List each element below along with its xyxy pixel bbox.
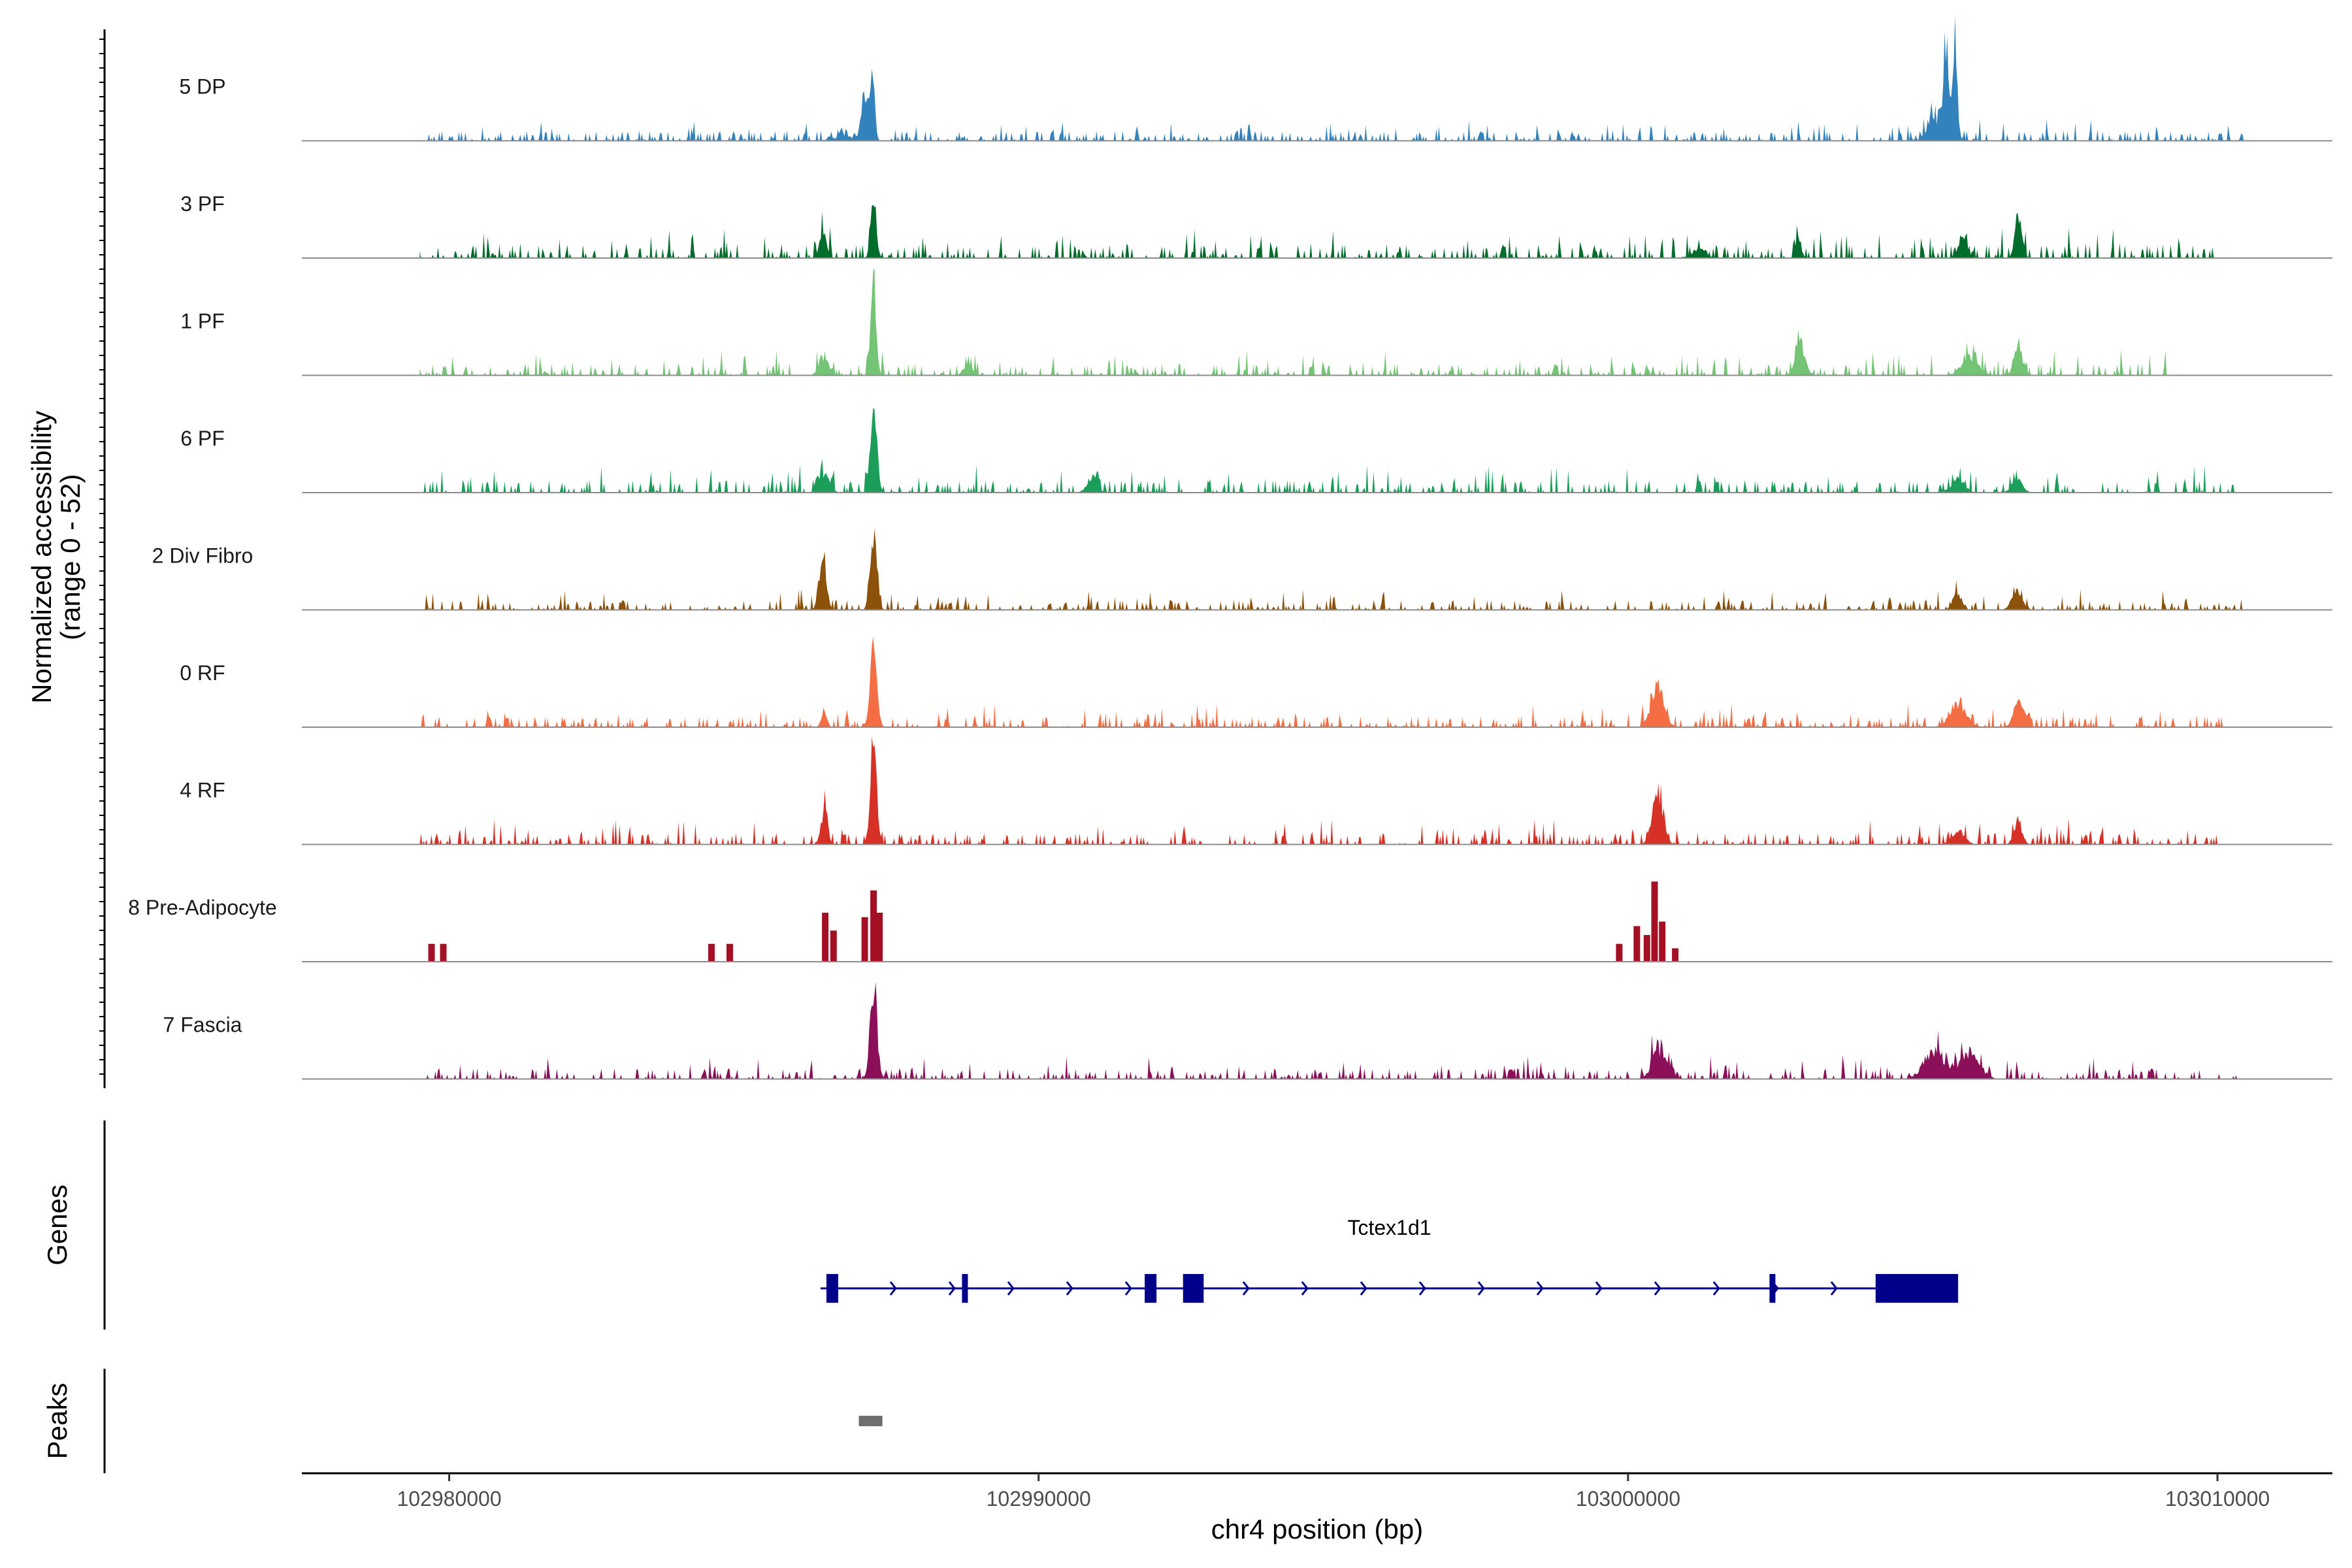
strand-arrow [889,1281,897,1296]
strand-arrow [1418,1281,1426,1296]
y-axis-title-line: Normalized accessibility [26,411,57,704]
coverage-area [419,204,2218,258]
exon [1183,1274,1204,1303]
coverage-area [419,528,2247,610]
coverage-bar [870,890,877,962]
exon [1769,1274,1776,1303]
x-tick-label: 102990000 [987,1487,1091,1511]
strand-arrow [948,1281,956,1296]
coverage-bar [1643,935,1650,962]
coverage-area [419,736,2218,845]
x-axis: 102980000 102990000 103000000 103010000 chr4… [302,1472,2332,1544]
y-axis-title: Normalized accessibility(range 0 - 52) [26,411,86,704]
track-label: 6 PF [180,427,225,450]
coverage-area [419,15,2247,141]
track-1-pf: 1 PF [180,268,2332,376]
strand-arrow [1242,1281,1250,1296]
track-4-rf: 4 RF [180,736,2332,845]
x-tick-label: 102980000 [397,1487,501,1511]
strand-arrow [1124,1281,1132,1296]
peaks-track-label: Peaks [42,1383,73,1460]
track-2-div-fibro: 2 Div Fibro [152,528,2332,611]
x-axis-title: chr4 position (bp) [1211,1514,1424,1544]
strand-arrow [1477,1281,1485,1296]
coverage-area [419,268,2170,376]
strand-arrow [1301,1281,1309,1296]
coverage-bar [861,917,868,962]
track-label: 2 Div Fibro [152,544,253,568]
x-tick-label: 103010000 [2165,1487,2270,1511]
track-label: 0 RF [180,661,225,685]
coverage-area [419,636,2224,727]
track-label: 5 DP [179,75,225,99]
coverage-bar [822,913,829,962]
gene-track: Genes Tctex1d1 [42,1120,1959,1330]
coverage-bar [428,943,435,962]
strand-arrow [1830,1281,1838,1296]
exon [962,1274,968,1303]
y-axis [99,29,106,1088]
strand-arrow [1654,1281,1661,1296]
strand-arrow [1066,1281,1073,1296]
track-7-fascia: 7 Fascia [163,982,2332,1080]
gene-name: Tctex1d1 [1347,1216,1431,1239]
coverage-bar [876,913,883,962]
coverage-area [419,407,2236,493]
track-label: 8 Pre-Adipocyte [128,896,277,919]
track-3-pf: 3 PF [180,192,2332,259]
track-label: 7 Fascia [163,1013,242,1037]
track-label: 3 PF [180,192,225,216]
exon [826,1274,838,1303]
x-tick-label: 103000000 [1576,1487,1680,1511]
strand-arrow [1595,1281,1603,1296]
y-axis-title-line: (range 0 - 52) [55,474,86,640]
track-6-pf: 6 PF [180,407,2332,493]
track-8-pre-adipocyte: 8 Pre-Adipocyte [128,881,2332,962]
peaks-track: Peaks [42,1369,883,1473]
exon [1875,1274,1959,1303]
coverage-bar [1672,948,1679,962]
coverage-area [419,982,2247,1079]
coverage-bar [708,943,715,962]
coverage-bar [440,943,447,962]
strand-arrow [1360,1281,1367,1296]
strand-arrow [1007,1281,1015,1296]
coverage-bar [1659,921,1666,962]
strand-arrow [1712,1281,1720,1296]
coverage-bar [830,930,837,962]
track-label: 4 RF [180,779,225,802]
coverage-bar [1633,926,1641,962]
track-5-dp: 5 DP [179,15,2332,142]
track-0-rf: 0 RF [180,636,2332,728]
coverage-bar [1651,881,1658,962]
track-label: 1 PF [180,310,225,333]
peak-region [858,1416,883,1426]
strand-arrow [1536,1281,1544,1296]
coverage-bar [1616,943,1623,962]
exon [1145,1274,1157,1303]
genes-track-label: Genes [42,1184,73,1266]
coverage-bar [727,943,733,962]
coverage-tracks: 5 DP 3 PF 1 PF 6 PF 2 Div Fibro 0 RF 4 RF 8 Pre… [128,15,2332,1080]
